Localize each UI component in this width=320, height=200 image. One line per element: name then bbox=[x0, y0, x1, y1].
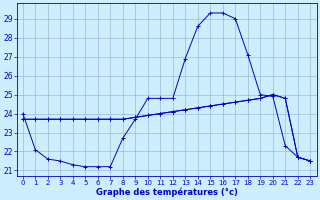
X-axis label: Graphe des températures (°c): Graphe des températures (°c) bbox=[96, 187, 237, 197]
